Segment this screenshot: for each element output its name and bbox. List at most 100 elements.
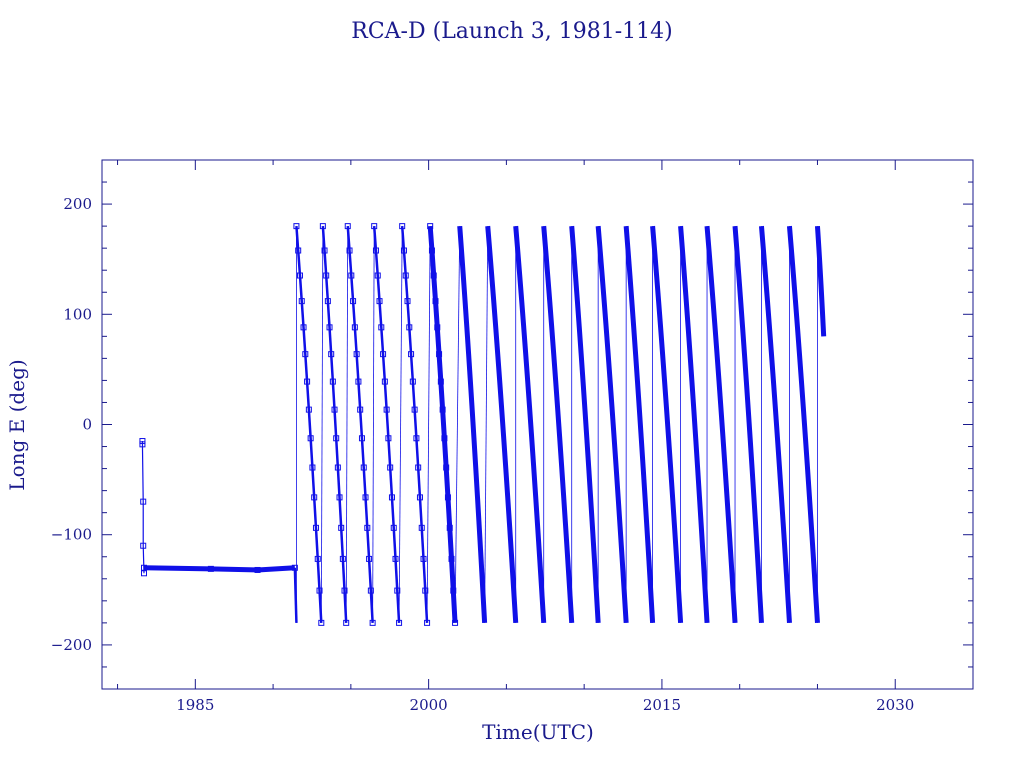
- data-point: [302, 351, 309, 358]
- series-line: [346, 226, 374, 623]
- data-point: [350, 298, 357, 305]
- data-point: [311, 494, 318, 501]
- series-line: [814, 225, 827, 337]
- data-point: [444, 494, 451, 501]
- x-tick-label: 1985: [176, 696, 214, 714]
- data-point: [390, 524, 397, 531]
- data-point: [339, 555, 346, 562]
- data-point: [357, 406, 364, 413]
- data-point: [372, 247, 379, 254]
- data-point: [305, 406, 312, 413]
- series-line: [427, 225, 458, 624]
- wrap-line: [372, 226, 375, 623]
- data-point: [140, 570, 147, 577]
- data-point: [307, 435, 314, 442]
- data-point: [409, 378, 416, 385]
- series-line: [400, 226, 429, 623]
- x-axis-ticks: 1985 2000 2015 2030: [117, 160, 974, 714]
- data-point: [139, 438, 146, 445]
- series-line: [569, 225, 601, 624]
- data-point: [387, 464, 394, 471]
- series-line: [732, 225, 764, 624]
- data-point: [420, 555, 427, 562]
- wrap-line: [320, 226, 324, 623]
- data-point: [333, 435, 340, 442]
- data-point: [394, 587, 401, 594]
- series-line: [143, 565, 296, 573]
- data-point: [413, 435, 420, 442]
- data-point: [304, 378, 311, 385]
- data-point: [399, 223, 406, 230]
- y-tick-label: 200: [63, 195, 92, 213]
- data-point: [344, 223, 351, 230]
- wrap-line: [426, 226, 431, 623]
- series-line: [623, 225, 656, 624]
- y-tick-label: 100: [63, 305, 92, 323]
- data-point: [296, 272, 303, 279]
- data-point: [207, 565, 214, 572]
- chart-title: RCA-D (Launch 3, 1981-114): [351, 19, 672, 44]
- data-point: [355, 378, 362, 385]
- y-tick-label: 0: [82, 416, 92, 434]
- data-point: [295, 247, 302, 254]
- data-point: [404, 298, 411, 305]
- data-point: [348, 272, 355, 279]
- data-point: [329, 378, 336, 385]
- data-point: [446, 524, 453, 531]
- series-line: [595, 225, 629, 624]
- data-point: [367, 587, 374, 594]
- data-point: [448, 555, 455, 562]
- data-point: [436, 351, 443, 358]
- series-line: [321, 226, 348, 623]
- wrap-line: [484, 226, 489, 623]
- y-tick-label: −200: [51, 636, 92, 654]
- data-point: [437, 378, 444, 385]
- plot-frame: [101, 159, 974, 690]
- data-point: [427, 223, 434, 230]
- data-point: [338, 524, 345, 531]
- data-point: [351, 324, 358, 331]
- data-point: [383, 406, 390, 413]
- y-axis-label: Long E (deg): [5, 359, 29, 490]
- data-point: [378, 324, 385, 331]
- series-line: [372, 226, 401, 623]
- data-point: [422, 587, 429, 594]
- data-point: [341, 587, 348, 594]
- data-point: [418, 524, 425, 531]
- data-point: [392, 555, 399, 562]
- series-line: [758, 225, 792, 624]
- series-line: [541, 225, 575, 624]
- series-line: [650, 225, 684, 624]
- data-point: [331, 406, 338, 413]
- series-line: [704, 225, 738, 624]
- series-line: [295, 226, 323, 623]
- data-point: [323, 272, 330, 279]
- data-point: [312, 524, 319, 531]
- data-point: [254, 566, 261, 573]
- data-point: [406, 324, 413, 331]
- y-axis-ticks: −200 −100 0 100 200: [51, 159, 973, 690]
- data-point: [316, 587, 323, 594]
- x-tick-label: 2030: [876, 696, 914, 714]
- data-point: [371, 223, 378, 230]
- data-point: [319, 223, 326, 230]
- data-point: [140, 564, 147, 571]
- data-point: [434, 324, 441, 331]
- data-point: [441, 435, 448, 442]
- wrap-line: [398, 226, 403, 623]
- series-line: [513, 225, 547, 624]
- data-point: [346, 247, 353, 254]
- data-point: [334, 464, 341, 471]
- data-point: [314, 555, 321, 562]
- data-point: [416, 494, 423, 501]
- data-point: [326, 324, 333, 331]
- wrap-line: [454, 226, 461, 623]
- drift-series: [293, 223, 827, 626]
- stationkeeping-series: [139, 438, 298, 577]
- data-point: [362, 494, 369, 501]
- series-line: [485, 225, 519, 624]
- wrap-line: [345, 226, 349, 623]
- data-point: [298, 298, 305, 305]
- data-point: [358, 435, 365, 442]
